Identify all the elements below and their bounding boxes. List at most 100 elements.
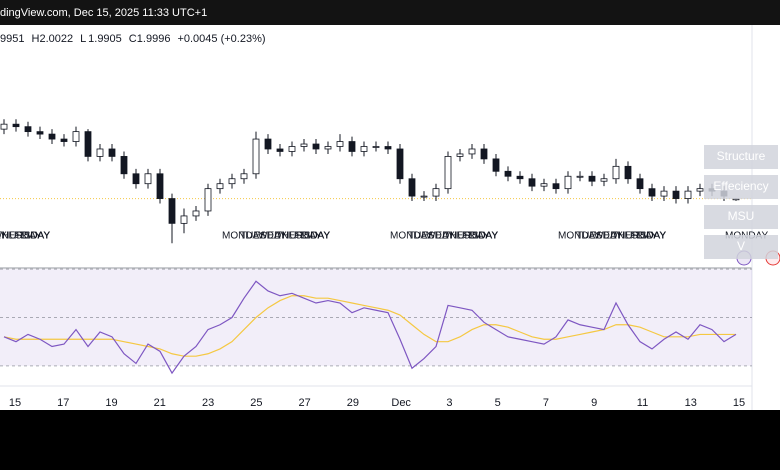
candle-body	[684, 190, 692, 199]
x-tick-label: 7	[543, 397, 549, 409]
candle-body	[552, 183, 560, 190]
candle-body	[132, 173, 140, 185]
candle-body	[396, 148, 404, 180]
candle-body	[252, 138, 260, 175]
candle-body	[600, 178, 608, 182]
candle-body	[372, 146, 380, 148]
day-label: FRIDAY	[14, 231, 50, 242]
candle-body	[48, 133, 56, 140]
candle-body	[192, 210, 200, 217]
candle-body	[480, 148, 488, 160]
candle-body	[216, 183, 224, 190]
rsi-ma-line	[3, 295, 736, 357]
candle-body	[336, 141, 344, 147]
candle-body	[576, 175, 584, 178]
x-tick-label: 19	[105, 397, 117, 409]
x-tick-label: 23	[202, 397, 214, 409]
top-bar	[0, 0, 780, 25]
candle-body	[384, 146, 392, 150]
candle-body	[672, 190, 680, 199]
x-tick-label: 21	[154, 397, 166, 409]
ohlc-value: 2.0022	[39, 33, 73, 45]
ohlc-value: +0.0045 (+0.23%)	[177, 33, 265, 45]
candle-body	[12, 123, 20, 128]
candle-body	[648, 188, 656, 197]
candle-body	[504, 170, 512, 177]
x-tick-label: 15	[9, 397, 21, 409]
candle-body	[564, 175, 572, 190]
day-label: WEDNESDAY	[594, 231, 658, 242]
candle-body	[492, 158, 500, 172]
ohlc-value: 1.9905	[88, 33, 122, 45]
side-button-label[interactable]: V	[737, 239, 745, 253]
candle-body	[468, 148, 476, 155]
candle-body	[408, 178, 416, 197]
ohlc-value: 1.9996	[137, 33, 171, 45]
day-label: MONDAY	[222, 231, 265, 242]
side-button[interactable]	[704, 175, 778, 199]
day-label: WEDNESDAY	[426, 231, 490, 242]
rsi-band	[0, 269, 752, 366]
candle-body	[624, 165, 632, 180]
candle-body	[636, 178, 644, 190]
candle-body	[144, 173, 152, 185]
ohlc-key: L	[80, 33, 86, 45]
side-button[interactable]	[704, 235, 778, 259]
x-tick-label: 15	[733, 397, 745, 409]
candle-body	[540, 183, 548, 187]
candle-body	[348, 141, 356, 152]
side-button-label[interactable]: MSU	[728, 209, 755, 223]
candle-body	[180, 215, 188, 224]
day-label: TUESDAY	[240, 231, 287, 242]
x-tick-label: 27	[298, 397, 310, 409]
candle-body	[696, 188, 704, 192]
source-text: dingView.com, Dec 15, 2025 11:33 UTC+1	[0, 7, 207, 19]
side-button[interactable]	[704, 205, 778, 229]
candle-body	[228, 178, 236, 185]
day-label: THURSDAY	[612, 231, 667, 242]
rsi-pane	[0, 255, 780, 385]
x-tick-label: 9	[591, 397, 597, 409]
candle-body	[312, 143, 320, 150]
candle-body	[528, 178, 536, 187]
rsi-line	[3, 280, 737, 375]
candle-body	[324, 146, 332, 150]
candle-body	[420, 195, 428, 198]
x-tick-label: 29	[347, 397, 359, 409]
x-tick-label: Dec	[391, 397, 411, 409]
x-tick-label: 11	[637, 397, 648, 409]
candle-body	[288, 146, 296, 152]
day-label: FRIDAY	[462, 231, 498, 242]
day-label: THURSDAY	[444, 231, 499, 242]
day-label: MONDAY	[390, 231, 433, 242]
candle-body	[432, 188, 440, 197]
day-label: FRIDAY	[630, 231, 666, 242]
candle-body	[0, 123, 8, 130]
side-button[interactable]	[704, 145, 778, 169]
candle-body	[240, 173, 248, 180]
bottom-bar	[0, 410, 780, 470]
day-label: WEDNESDAY	[258, 231, 322, 242]
candle-body	[444, 156, 452, 190]
candle-body	[276, 148, 284, 152]
side-button-label[interactable]: Structure	[717, 149, 766, 163]
candle-body	[588, 175, 596, 182]
candle-body	[204, 188, 212, 212]
x-tick-label: 3	[446, 397, 452, 409]
candle-body	[36, 131, 44, 135]
day-label: MONDAY	[558, 231, 601, 242]
candle-body	[60, 138, 68, 142]
candle-body	[156, 173, 164, 199]
candle-body	[24, 126, 32, 133]
candle-body	[264, 138, 272, 150]
day-label: TUESDAY	[0, 231, 7, 242]
side-button-label[interactable]: Effeciency	[713, 179, 768, 193]
x-tick-label: 13	[685, 397, 697, 409]
candle-body	[108, 148, 116, 157]
candle-body	[168, 198, 176, 224]
day-label: TUESDAY	[408, 231, 455, 242]
ohlc-key: H	[31, 33, 39, 45]
ohlc-key: C	[129, 33, 137, 45]
